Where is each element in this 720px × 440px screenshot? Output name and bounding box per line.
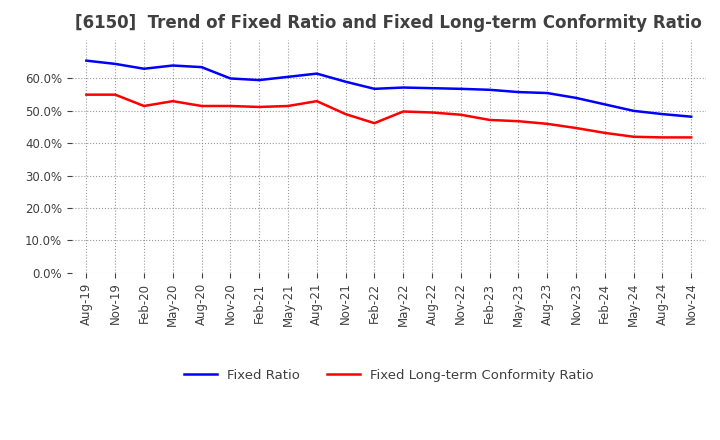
Fixed Ratio — [312, 71, 321, 76]
Fixed Long-term Conformity Ratio — [255, 104, 264, 110]
Fixed Long-term Conformity Ratio — [312, 99, 321, 104]
Fixed Long-term Conformity Ratio — [687, 135, 696, 140]
Fixed Ratio — [197, 65, 206, 70]
Fixed Long-term Conformity Ratio — [514, 118, 523, 124]
Fixed Ratio — [370, 86, 379, 92]
Fixed Long-term Conformity Ratio — [370, 121, 379, 126]
Fixed Ratio — [687, 114, 696, 119]
Fixed Ratio — [226, 76, 235, 81]
Fixed Ratio — [341, 79, 350, 84]
Fixed Long-term Conformity Ratio — [572, 125, 580, 131]
Fixed Ratio — [428, 85, 436, 91]
Title: [6150]  Trend of Fixed Ratio and Fixed Long-term Conformity Ratio: [6150] Trend of Fixed Ratio and Fixed Lo… — [76, 15, 702, 33]
Fixed Long-term Conformity Ratio — [658, 135, 667, 140]
Fixed Ratio — [600, 102, 609, 107]
Fixed Ratio — [284, 74, 292, 80]
Fixed Long-term Conformity Ratio — [629, 134, 638, 139]
Fixed Long-term Conformity Ratio — [600, 130, 609, 136]
Fixed Long-term Conformity Ratio — [197, 103, 206, 109]
Fixed Ratio — [543, 90, 552, 95]
Fixed Ratio — [111, 61, 120, 66]
Fixed Ratio — [658, 111, 667, 117]
Fixed Long-term Conformity Ratio — [399, 109, 408, 114]
Fixed Long-term Conformity Ratio — [543, 121, 552, 126]
Fixed Ratio — [399, 85, 408, 90]
Fixed Long-term Conformity Ratio — [341, 111, 350, 117]
Fixed Ratio — [255, 77, 264, 83]
Fixed Ratio — [140, 66, 148, 71]
Line: Fixed Ratio: Fixed Ratio — [86, 61, 691, 117]
Fixed Long-term Conformity Ratio — [428, 110, 436, 115]
Fixed Ratio — [629, 108, 638, 114]
Fixed Ratio — [572, 95, 580, 100]
Fixed Long-term Conformity Ratio — [284, 103, 292, 109]
Fixed Ratio — [514, 89, 523, 95]
Fixed Ratio — [168, 63, 177, 68]
Fixed Long-term Conformity Ratio — [168, 99, 177, 104]
Fixed Long-term Conformity Ratio — [111, 92, 120, 97]
Fixed Ratio — [82, 58, 91, 63]
Fixed Ratio — [485, 87, 494, 92]
Fixed Long-term Conformity Ratio — [140, 103, 148, 109]
Line: Fixed Long-term Conformity Ratio: Fixed Long-term Conformity Ratio — [86, 95, 691, 137]
Fixed Long-term Conformity Ratio — [456, 112, 465, 117]
Fixed Ratio — [456, 86, 465, 92]
Legend: Fixed Ratio, Fixed Long-term Conformity Ratio: Fixed Ratio, Fixed Long-term Conformity … — [179, 364, 599, 388]
Fixed Long-term Conformity Ratio — [82, 92, 91, 97]
Fixed Long-term Conformity Ratio — [485, 117, 494, 123]
Fixed Long-term Conformity Ratio — [226, 103, 235, 109]
